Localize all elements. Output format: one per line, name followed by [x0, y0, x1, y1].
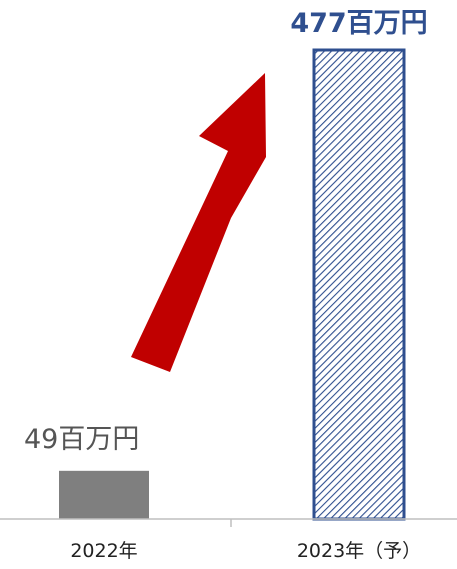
data-label-2022: 49百万円 [24, 424, 139, 455]
bar-2023 [312, 48, 406, 521]
tick-label-2023: 2023年（予） [297, 540, 421, 562]
growth-arrow-icon [131, 73, 266, 372]
bar-2022 [59, 470, 149, 519]
data-label-2023: 477百万円 [290, 8, 427, 39]
tick-label-2022: 2022年 [70, 540, 137, 562]
